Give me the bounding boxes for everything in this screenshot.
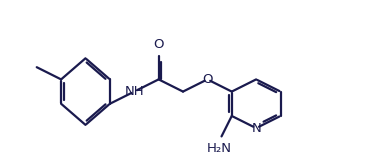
Text: H₂N: H₂N <box>207 142 232 154</box>
Text: N: N <box>251 122 261 135</box>
Text: O: O <box>202 73 213 86</box>
Text: O: O <box>153 38 164 51</box>
Text: NH: NH <box>124 85 144 98</box>
